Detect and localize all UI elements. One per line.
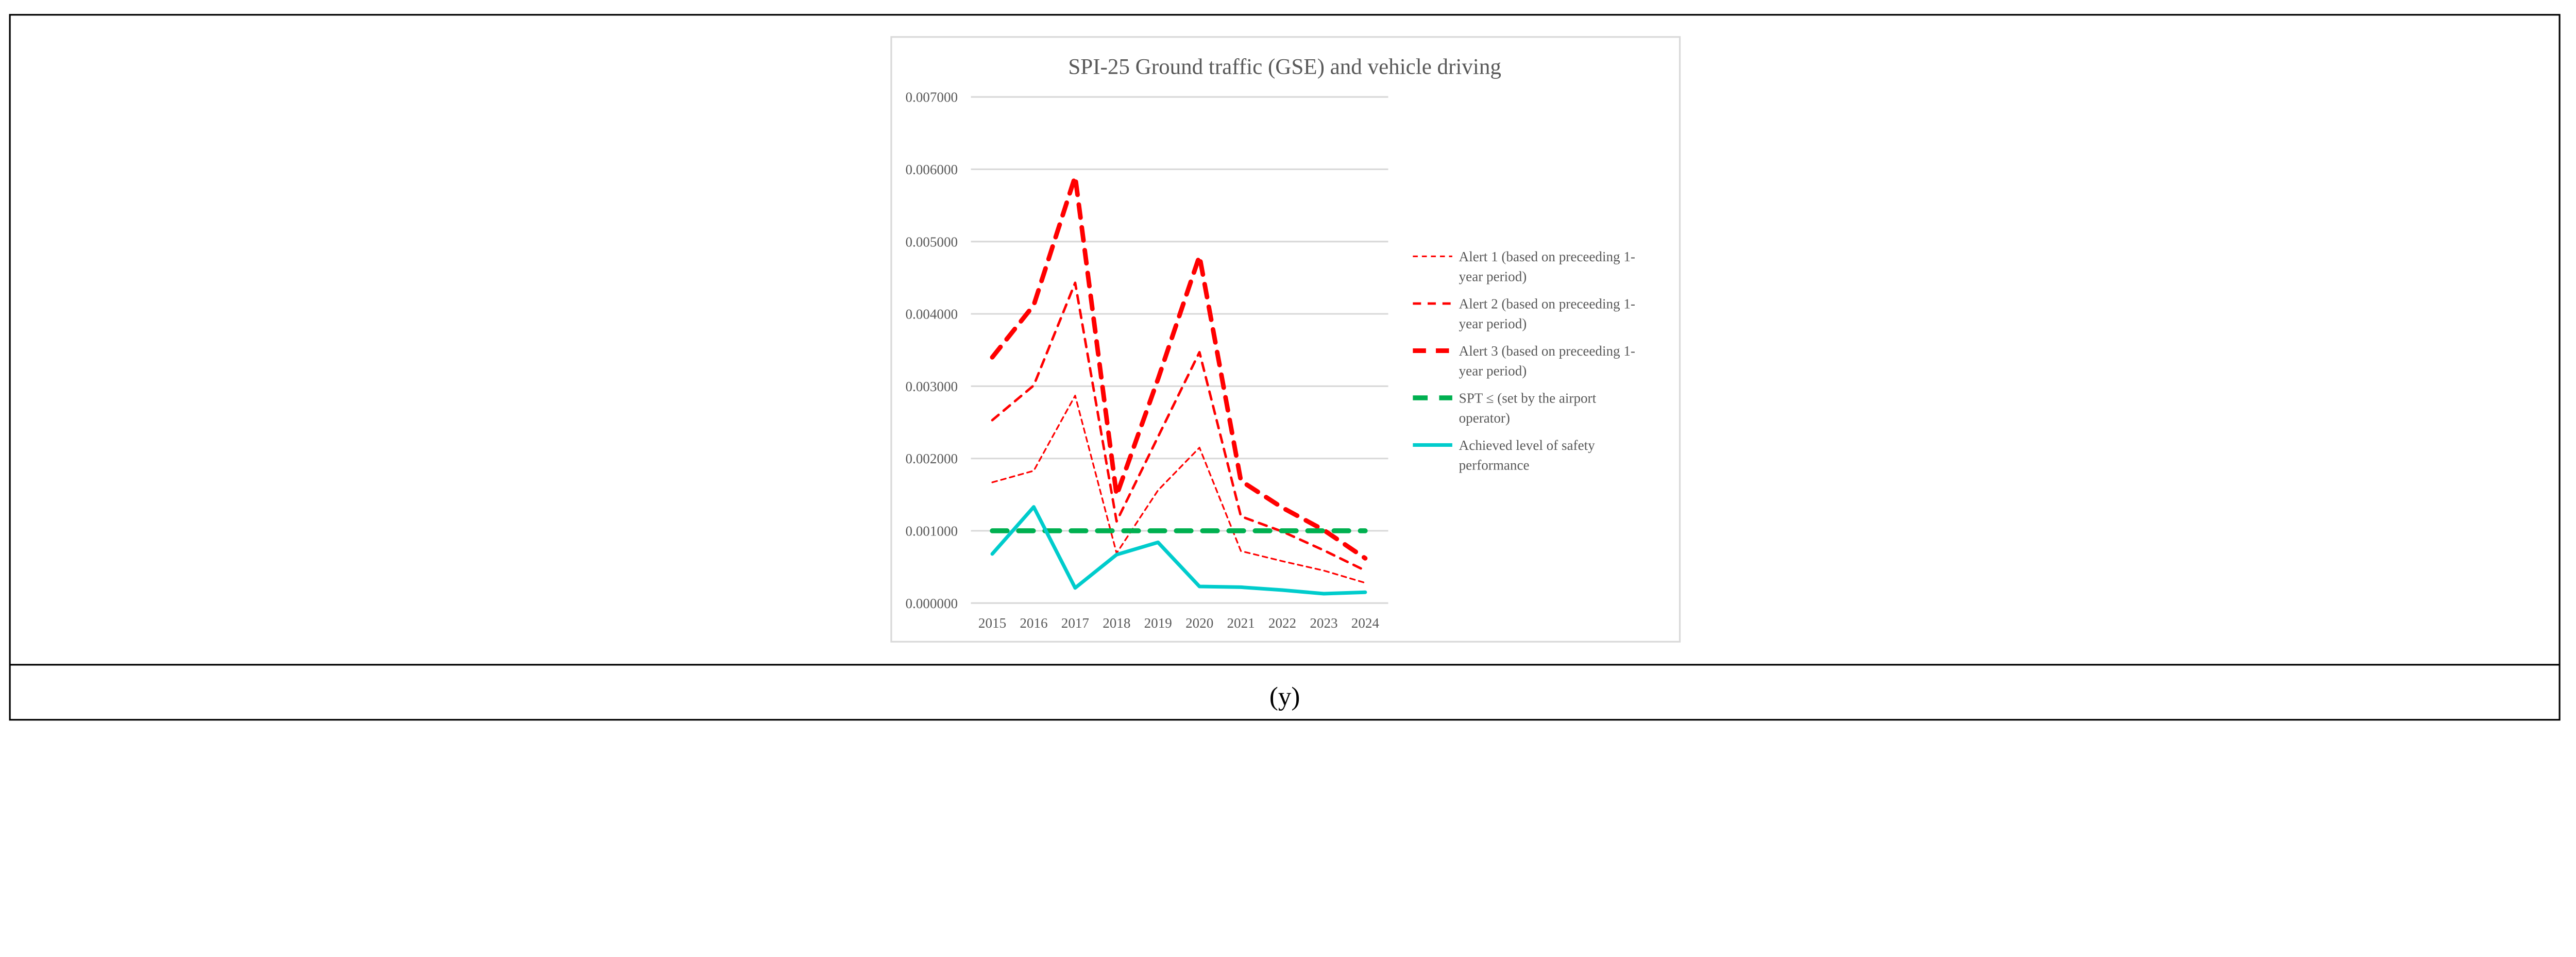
x-axis-ticks: 2015 2016 2017 2018 2019 2020 2021 2022 2023 2024 — [978, 615, 1379, 631]
series-line-5 — [990, 505, 1367, 596]
legend-label: year period) — [1459, 363, 1527, 378]
legend-label: year period) — [1459, 316, 1527, 331]
x-tick-label: 2017 — [1061, 615, 1089, 631]
y-axis-ticks: 0.000000 0.001000 0.002000 0.003000 0.004000… — [905, 90, 958, 611]
y-tick-label: 0.005000 — [905, 234, 958, 249]
x-tick-label: 2020 — [1185, 615, 1213, 631]
legend-label: Alert 2 (based on preceeding 1- — [1459, 296, 1635, 312]
x-tick-label: 2018 — [1103, 615, 1130, 631]
legend-label: Achieved level of safety — [1459, 438, 1595, 453]
series-line-1 — [991, 395, 1366, 584]
legend-label: Alert 1 (based on preceeding 1- — [1459, 249, 1635, 264]
legend: Alert 1 (based on preceeding 1- year peri… — [1413, 249, 1635, 473]
x-tick-label: 2016 — [1020, 615, 1047, 631]
figure-svg: (y) SPI-25 Ground traffic (GSE) and vehi… — [9, 14, 2561, 721]
y-tick-label: 0.003000 — [905, 379, 958, 394]
figure: (y) SPI-25 Ground traffic (GSE) and vehi… — [9, 14, 2561, 721]
y-tick-label: 0.001000 — [905, 524, 958, 539]
x-tick-label: 2024 — [1351, 615, 1380, 631]
x-tick-label: 2019 — [1144, 615, 1172, 631]
series-line-3 — [990, 174, 1368, 561]
y-tick-label: 0.002000 — [905, 451, 958, 466]
legend-label: year period) — [1459, 268, 1527, 284]
y-tick-label: 0.000000 — [905, 596, 958, 611]
legend-label: operator) — [1459, 410, 1510, 426]
legend-label: performance — [1459, 457, 1530, 473]
series-lines — [990, 174, 1368, 596]
legend-label: SPT ≤ (set by the airport — [1459, 391, 1597, 406]
legend-label: Alert 3 (based on preceeding 1- — [1459, 343, 1635, 359]
x-tick-label: 2015 — [978, 615, 1006, 631]
y-tick-label: 0.004000 — [905, 307, 958, 322]
caption: (y) — [1269, 682, 1300, 711]
y-tick-label: 0.006000 — [905, 162, 958, 177]
series-line-2 — [991, 281, 1367, 572]
x-tick-label: 2023 — [1310, 615, 1337, 631]
y-tick-label: 0.007000 — [905, 90, 958, 105]
x-tick-label: 2022 — [1268, 615, 1296, 631]
chart-area — [890, 36, 1681, 643]
x-tick-label: 2021 — [1227, 615, 1255, 631]
chart-title: SPI-25 Ground traffic (GSE) and vehicle … — [1068, 55, 1501, 79]
